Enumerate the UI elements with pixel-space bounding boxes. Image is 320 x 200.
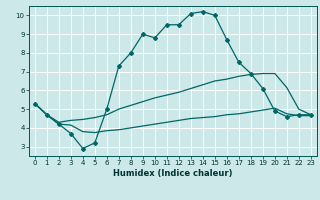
X-axis label: Humidex (Indice chaleur): Humidex (Indice chaleur) bbox=[113, 169, 233, 178]
